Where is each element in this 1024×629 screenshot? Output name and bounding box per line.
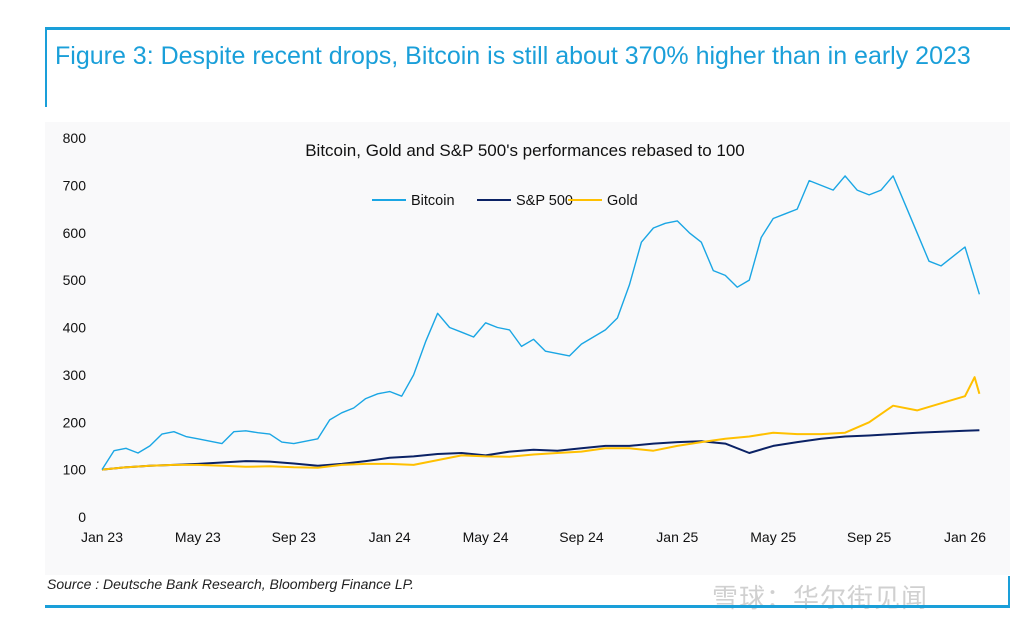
x-tick-label: May 25	[750, 529, 796, 545]
x-tick-label: Jan 24	[369, 529, 411, 545]
x-tick-label: May 23	[175, 529, 221, 545]
x-tick-label: Sep 25	[847, 529, 892, 545]
x-tick-label: Sep 23	[272, 529, 317, 545]
series-lines	[101, 175, 981, 471]
x-tick-label: Sep 24	[559, 529, 604, 545]
legend-label: S&P 500	[516, 193, 573, 209]
legend-label: Gold	[607, 193, 638, 209]
series-line-gold	[101, 376, 981, 471]
y-tick-label: 100	[63, 462, 87, 478]
x-tick-label: Jan 26	[944, 529, 986, 545]
frame-right-border	[1008, 576, 1010, 608]
x-axis: Jan 23 May 23 Sep 23 Jan 24 May 24 Sep 24 Jan …	[81, 529, 986, 545]
watermark: 雪球：华尔街见闻	[712, 584, 929, 614]
y-tick-label: 0	[78, 509, 86, 525]
figure-title: Figure 3: Despite recent drops, Bitcoin …	[55, 42, 971, 70]
frame-left-border	[45, 27, 47, 107]
y-tick-label: 500	[63, 272, 87, 288]
y-tick-label: 600	[63, 225, 87, 241]
y-tick-label: 400	[63, 320, 87, 336]
y-tick-label: 700	[63, 177, 87, 193]
frame-bottom-border	[45, 605, 1010, 608]
y-axis: 0 100 200 300 400 500 600 700 800	[63, 130, 87, 525]
x-tick-label: Jan 25	[656, 529, 698, 545]
y-tick-label: 200	[63, 414, 87, 430]
series-line-bitcoin	[101, 175, 981, 470]
frame-top-border	[45, 27, 1010, 30]
legend-label: Bitcoin	[411, 193, 455, 209]
legend: Bitcoin S&P 500 Gold	[372, 193, 638, 209]
x-tick-label: Jan 23	[81, 529, 123, 545]
chart-area	[45, 122, 1010, 575]
y-tick-label: 300	[63, 367, 87, 383]
source-note: Source : Deutsche Bank Research, Bloombe…	[47, 576, 415, 592]
x-tick-label: May 24	[463, 529, 509, 545]
y-tick-label: 800	[63, 130, 87, 146]
series-line-s-p-500	[101, 429, 980, 471]
chart-title: Bitcoin, Gold and S&P 500's performances…	[305, 141, 745, 160]
